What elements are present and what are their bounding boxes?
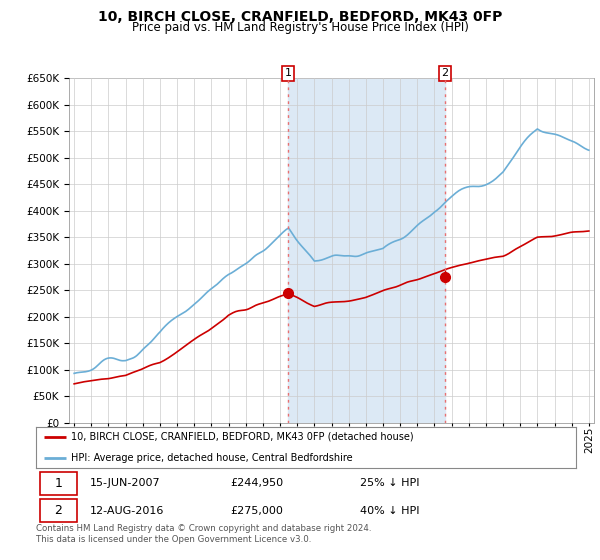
Text: 1: 1 [284, 68, 292, 78]
Text: 2: 2 [54, 504, 62, 517]
Text: 12-AUG-2016: 12-AUG-2016 [90, 506, 164, 516]
Text: Contains HM Land Registry data © Crown copyright and database right 2024.
This d: Contains HM Land Registry data © Crown c… [36, 524, 371, 544]
Text: 25% ↓ HPI: 25% ↓ HPI [360, 478, 419, 488]
Text: £244,950: £244,950 [230, 478, 284, 488]
Text: Price paid vs. HM Land Registry's House Price Index (HPI): Price paid vs. HM Land Registry's House … [131, 21, 469, 34]
Text: HPI: Average price, detached house, Central Bedfordshire: HPI: Average price, detached house, Cent… [71, 453, 353, 463]
Text: 1: 1 [54, 477, 62, 490]
Bar [288, 78, 445, 423]
Text: £275,000: £275,000 [230, 506, 283, 516]
Text: 10, BIRCH CLOSE, CRANFIELD, BEDFORD, MK43 0FP: 10, BIRCH CLOSE, CRANFIELD, BEDFORD, MK4… [98, 10, 502, 24]
Text: 40% ↓ HPI: 40% ↓ HPI [360, 506, 419, 516]
Text: 2: 2 [442, 68, 449, 78]
FancyBboxPatch shape [40, 472, 77, 495]
Text: 10, BIRCH CLOSE, CRANFIELD, BEDFORD, MK43 0FP (detached house): 10, BIRCH CLOSE, CRANFIELD, BEDFORD, MK4… [71, 432, 414, 442]
FancyBboxPatch shape [40, 499, 77, 522]
Text: 15-JUN-2007: 15-JUN-2007 [90, 478, 161, 488]
